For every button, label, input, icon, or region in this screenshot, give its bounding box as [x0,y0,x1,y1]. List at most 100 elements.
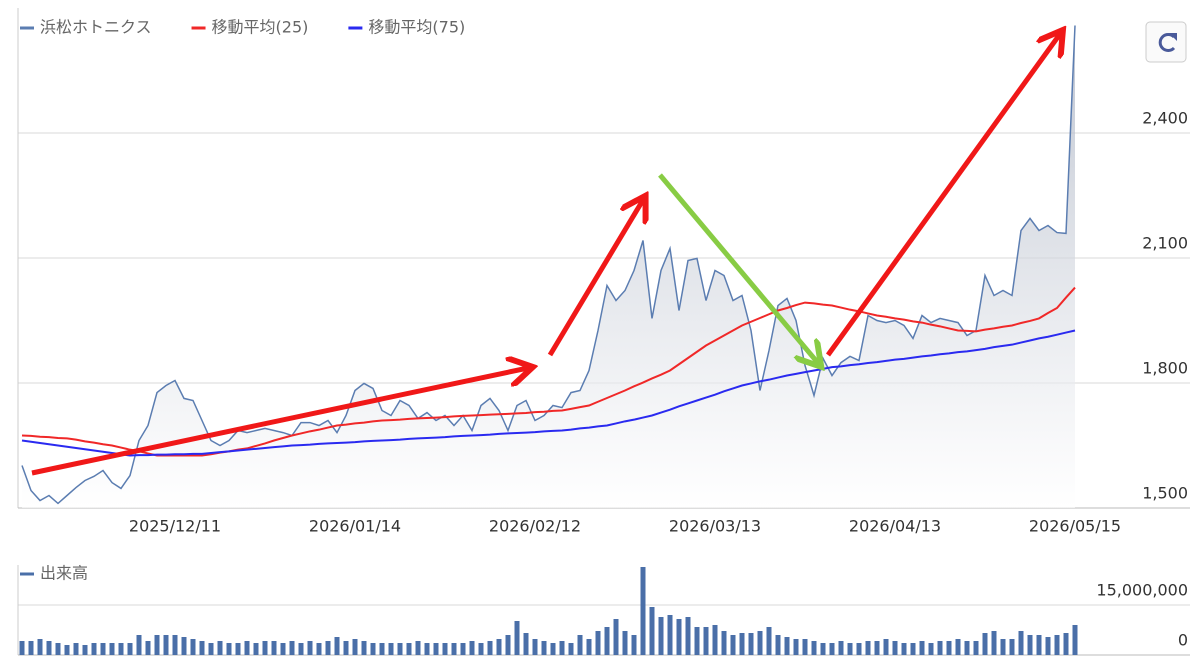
bar [37,639,43,655]
bar [766,627,772,655]
bar [19,641,25,655]
legend-label: 出来高 [40,564,88,583]
bar [748,633,754,655]
bar [289,641,295,655]
bar [667,615,673,655]
series-line [21,329,1076,457]
bar [631,635,637,655]
arrow [825,34,1060,357]
bar [136,635,142,655]
bar [505,635,511,655]
bar [496,639,502,655]
bar [1054,635,1060,655]
bar [478,643,484,655]
bar [91,643,97,655]
bar [685,617,691,655]
bar [586,639,592,655]
x-tick-label: 2026/02/12 [489,517,581,536]
bar [64,645,70,655]
y-tick-label: 2,400 [1142,109,1188,128]
bar [568,643,574,655]
bar [1018,631,1024,655]
bar [847,643,853,655]
bar [190,639,196,655]
bar [613,619,619,655]
legend-label: 浜松ホトニクス [40,18,152,37]
arrow [547,200,643,357]
bar [703,627,709,655]
bar [226,643,232,655]
bar [163,635,169,655]
bar [208,643,214,655]
y-tick-label: 1,800 [1142,359,1188,378]
bar [433,643,439,655]
bar [109,643,115,655]
arrow [31,368,528,476]
y-tick-label: 15,000,000 [1096,581,1188,600]
bar [469,641,475,655]
bar [235,643,241,655]
bar [145,641,151,655]
bar [595,631,601,655]
bar [451,643,457,655]
bar [334,637,340,655]
bar [802,639,808,655]
bar [1009,639,1015,655]
bar [901,643,907,655]
bar [154,635,160,655]
bar [262,641,268,655]
bar [775,635,781,655]
bar [406,643,412,655]
bar [244,641,250,655]
bar [1000,639,1006,655]
bar [793,639,799,655]
bar [604,627,610,655]
bar [1036,635,1042,655]
bar [199,641,205,655]
bar [910,643,916,655]
area [22,25,1075,508]
bar [73,643,79,655]
bar [919,641,925,655]
bar [757,631,763,655]
bar [217,641,223,655]
bar [928,643,934,655]
bar [964,641,970,655]
arrow [658,173,818,363]
bar [397,643,403,655]
bar [559,641,565,655]
refresh-button[interactable] [1145,21,1187,63]
refresh-button-box[interactable] [1145,21,1187,63]
bar [388,643,394,655]
bar [883,639,889,655]
legend-label: 移動平均(75) [368,18,465,37]
bar [181,637,187,655]
bar [892,641,898,655]
bar [298,643,304,655]
bar [946,641,952,655]
bar [694,627,700,655]
bar [784,637,790,655]
bar [55,643,61,655]
bar [46,641,52,655]
bar [379,643,385,655]
bar [523,633,529,655]
x-tick-label: 2026/03/13 [669,517,761,536]
bar [253,643,259,655]
x-tick-label: 2026/04/13 [849,517,941,536]
plot-layer: 1,500 1,800 2,100 2,400 2025/12/11 2026/01/14… [17,8,1190,656]
y-tick-label: 2,100 [1142,234,1188,253]
bar [622,631,628,655]
bar [127,643,133,655]
y-tick-label: 1,500 [1142,484,1188,503]
series-line [21,286,1076,457]
bar [811,641,817,655]
bar [280,643,286,655]
bar [361,641,367,655]
bar [532,639,538,655]
bar [955,639,961,655]
bar [874,641,880,655]
bar [721,631,727,655]
bar [1072,625,1078,655]
annotation-arrows [31,34,1060,476]
